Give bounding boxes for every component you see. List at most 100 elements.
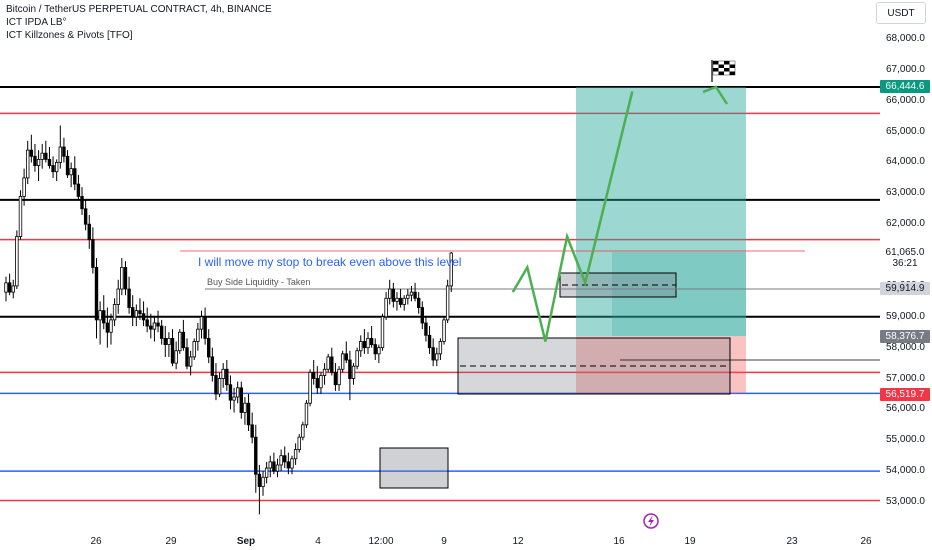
candlesticks <box>4 125 453 515</box>
price-tick: 64,000.0 <box>886 156 925 168</box>
candle-body <box>62 146 66 157</box>
price-tick: 68,000.0 <box>886 33 925 44</box>
candle-body <box>445 285 450 321</box>
candle-body <box>297 436 301 450</box>
candle-body <box>149 325 153 330</box>
price-tick: 56,000.0 <box>886 403 925 415</box>
price-tick: 63,000.0 <box>886 187 925 199</box>
candle-body <box>196 328 200 342</box>
candle-body <box>76 183 81 197</box>
candle-body <box>243 402 247 413</box>
candle-body <box>286 461 291 469</box>
candle-body <box>91 239 95 268</box>
candle-body <box>275 464 280 472</box>
candle-body <box>163 338 167 345</box>
candle-body <box>127 288 131 308</box>
candle-body <box>330 356 334 373</box>
candle-body <box>391 288 396 302</box>
candle-body <box>413 291 417 299</box>
candle-body <box>435 353 439 361</box>
candle-body <box>65 155 70 176</box>
candle-body <box>170 338 175 364</box>
candle-body <box>268 461 272 469</box>
loss-zone <box>576 336 746 394</box>
candle-body <box>438 341 443 355</box>
candle-body <box>384 297 388 318</box>
candle-body <box>427 334 432 349</box>
candle-body <box>322 368 327 376</box>
candle-body <box>54 162 59 173</box>
candle-body <box>246 402 251 426</box>
price-tick: 62,000.0 <box>886 218 925 230</box>
candle-body <box>221 368 225 379</box>
candle-body <box>355 350 359 367</box>
time-tick: Sep <box>236 536 256 547</box>
currency-button[interactable]: USDT <box>876 2 926 24</box>
target-badge: 66,444.6 <box>880 80 930 93</box>
candle-body <box>293 449 298 460</box>
candle-body <box>4 282 8 293</box>
candle-body <box>47 158 52 166</box>
candle-body <box>145 319 149 327</box>
candle-body <box>272 461 276 472</box>
candle-body <box>308 371 312 404</box>
candle-body <box>369 338 374 345</box>
stop-note: I will move my stop to break even above … <box>198 255 462 269</box>
candle-body <box>141 313 146 321</box>
price-tick: 53,000.0 <box>886 496 925 507</box>
candle-body <box>395 297 399 302</box>
candle-body <box>402 297 406 305</box>
candle-body <box>29 149 34 157</box>
candle-body <box>442 319 446 342</box>
candle-body <box>105 322 110 333</box>
price-tick: 67,000.0 <box>886 63 925 75</box>
candle-body <box>94 267 99 321</box>
candle-body <box>138 310 142 315</box>
projection-arrowhead <box>702 85 729 105</box>
candle-body <box>257 473 262 487</box>
candle-body <box>199 316 204 330</box>
indicator-killzones[interactable]: ICT Killzones & Pivots [TFO] <box>6 30 133 41</box>
candle-body <box>344 353 348 361</box>
candle-body <box>301 424 305 438</box>
time-tick: 9 <box>441 536 447 547</box>
candle-body <box>87 223 91 241</box>
candle-body <box>210 356 215 376</box>
candle-body <box>283 455 287 463</box>
candle-body <box>261 476 265 487</box>
candle-body <box>406 294 410 299</box>
price-tick: 58,000.0 <box>886 341 925 353</box>
candle-body <box>120 267 124 290</box>
price-tick: 57,000.0 <box>886 372 925 384</box>
horizontal-levels <box>0 86 880 502</box>
time-tick: 26 <box>90 536 102 547</box>
countdown: 36:21 <box>892 258 918 269</box>
candle-body <box>123 267 128 290</box>
candle-body <box>36 158 41 166</box>
candle-body <box>340 353 345 370</box>
candle-body <box>326 356 330 370</box>
candle-body <box>304 402 309 426</box>
time-tick: 29 <box>165 536 177 547</box>
chart-title: Bitcoin / TetherUS PERPETUAL CONTRACT, 4… <box>6 4 272 15</box>
candle-body <box>83 208 88 225</box>
candle-body <box>420 307 424 324</box>
candle-body <box>44 152 48 160</box>
candle-body <box>174 350 178 364</box>
candle-body <box>254 436 258 475</box>
candle-body <box>388 288 392 299</box>
candle-body <box>102 310 106 324</box>
candle-body <box>58 146 62 163</box>
lightning-icon[interactable] <box>643 513 659 529</box>
price-tick: 59,000.0 <box>886 310 925 322</box>
candle-body <box>185 347 189 367</box>
candle-body <box>362 341 367 349</box>
indicator-ipda[interactable]: ICT IPDA LB° <box>6 17 67 28</box>
candle-body <box>351 365 356 379</box>
candle-body <box>69 168 73 176</box>
candle-body <box>290 458 294 469</box>
checkered-flag-icon <box>711 60 736 82</box>
candle-body <box>380 316 385 349</box>
profit-zone-inner <box>612 251 746 337</box>
